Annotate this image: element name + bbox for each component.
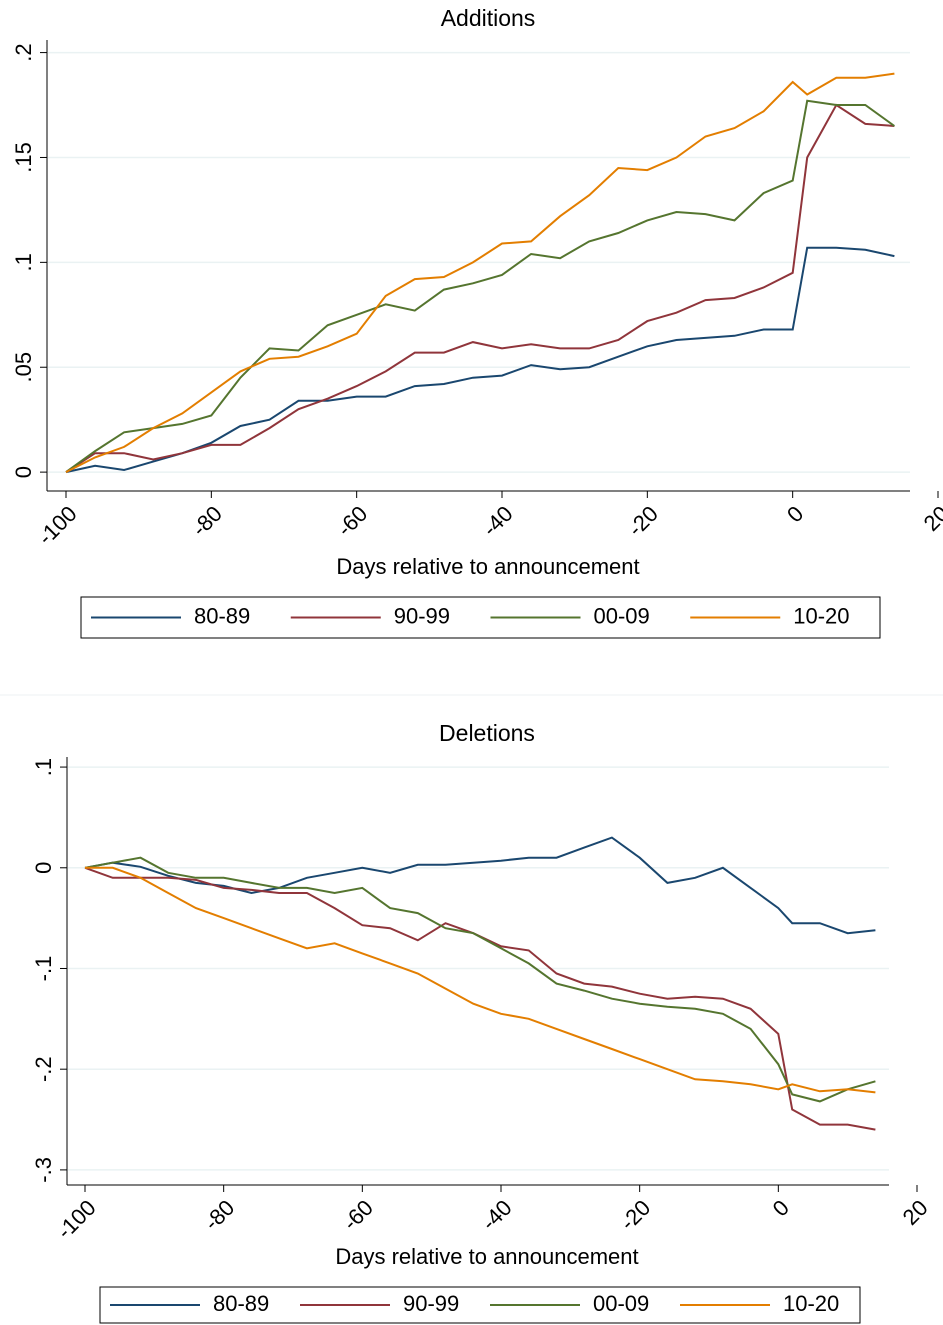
chart-title: Additions: [441, 5, 536, 31]
legend-label: 90-99: [403, 1291, 459, 1316]
y-tick-label: .05: [11, 352, 36, 383]
series-line: [85, 866, 876, 1094]
legend-label: 80-89: [194, 603, 250, 628]
series-line: [65, 246, 895, 474]
y-tick-label: .2: [11, 43, 36, 61]
series-line: [65, 103, 895, 473]
y-tick-label: 0: [11, 466, 36, 478]
y-tick-label: .1: [31, 758, 56, 776]
series-line: [65, 72, 895, 473]
y-tick-label: -.1: [31, 956, 56, 982]
legend-label: 10-20: [783, 1291, 839, 1316]
series-line: [84, 856, 876, 1103]
legend-label: 90-99: [394, 603, 450, 628]
series-line: [65, 99, 895, 473]
chart-title: Deletions: [439, 720, 535, 746]
y-tick-label: -.3: [31, 1157, 56, 1183]
y-tick-label: .1: [11, 253, 36, 271]
y-tick-label: 0: [31, 862, 56, 874]
legend-label: 00-09: [594, 603, 650, 628]
series-line: [84, 836, 876, 935]
legend-label: 80-89: [213, 1291, 269, 1316]
legend-label: 00-09: [593, 1291, 649, 1316]
x-axis-title: Days relative to announcement: [336, 554, 639, 579]
legend-label: 10-20: [793, 603, 849, 628]
y-tick-label: .15: [11, 142, 36, 173]
y-tick-label: -.2: [31, 1056, 56, 1082]
x-axis-title: Days relative to announcement: [335, 1244, 638, 1269]
